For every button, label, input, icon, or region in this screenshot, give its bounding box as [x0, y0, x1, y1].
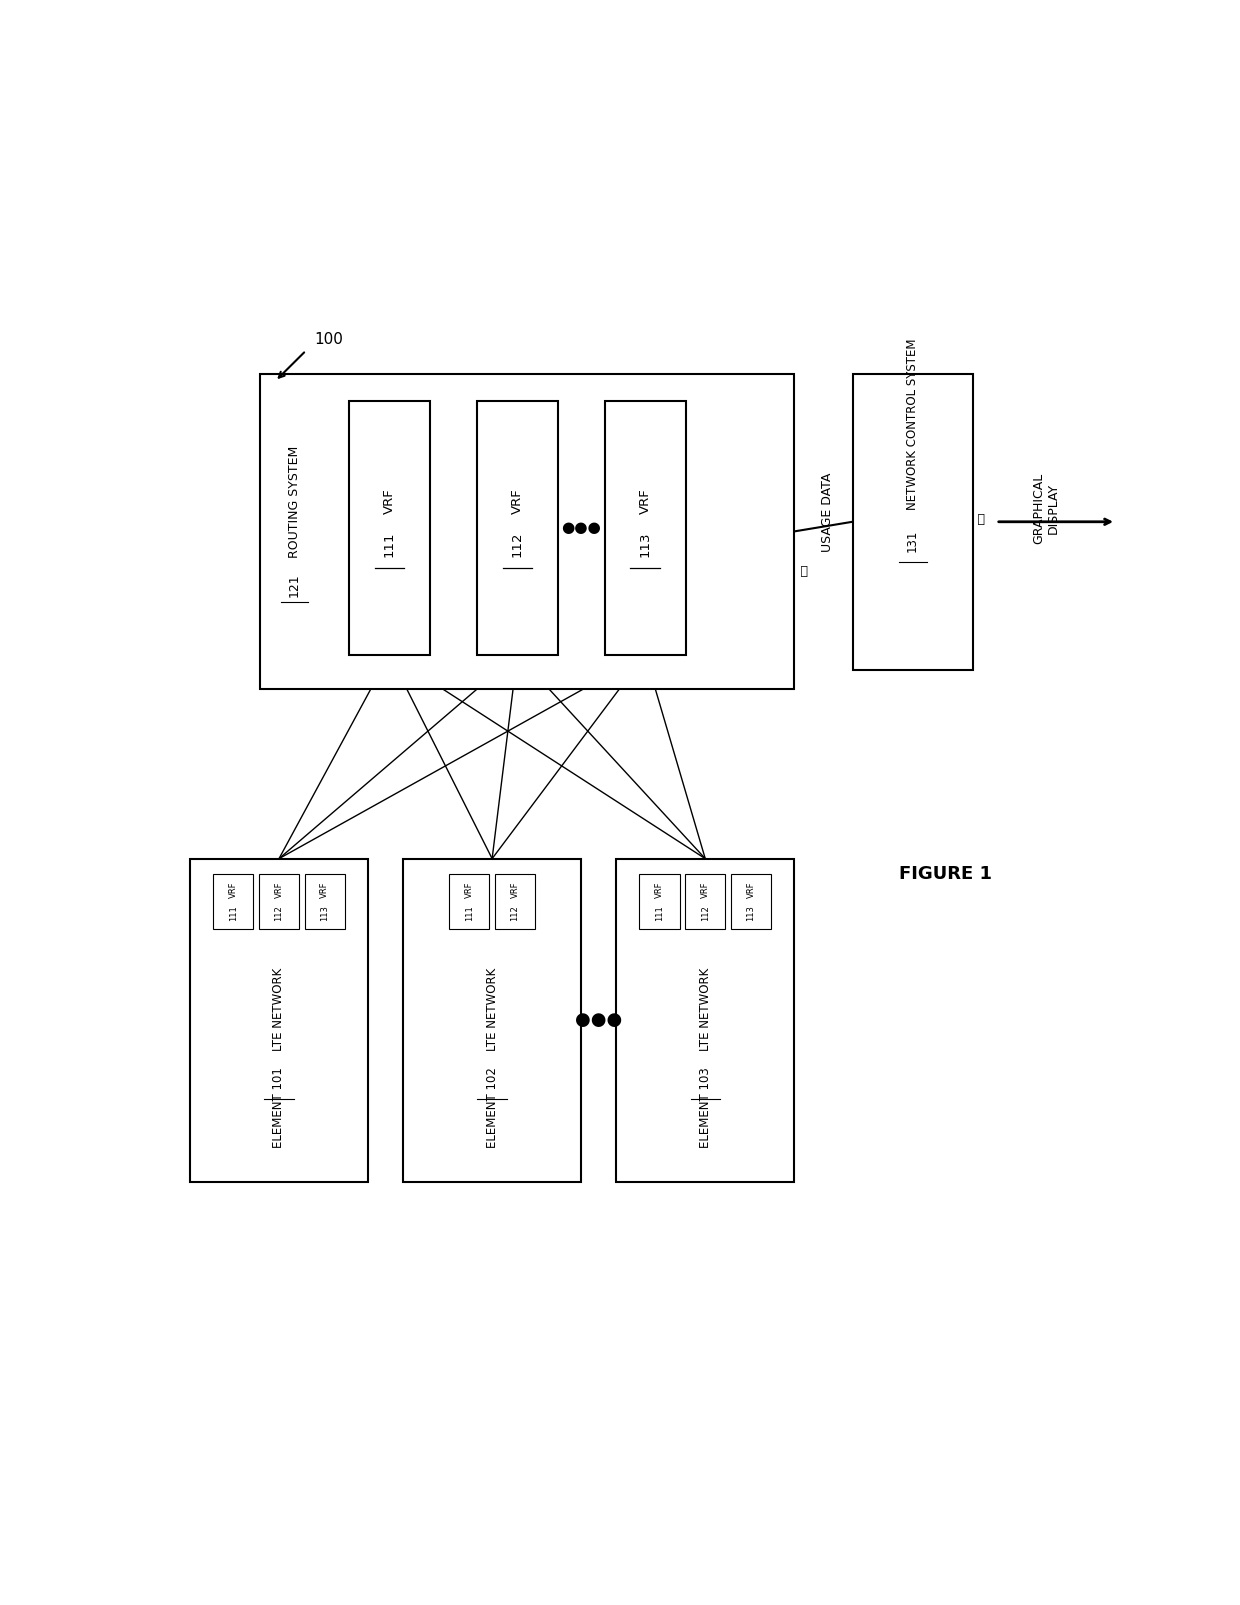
Text: 113: 113 — [320, 905, 330, 921]
Text: 113: 113 — [746, 905, 755, 921]
Text: 112: 112 — [274, 905, 284, 921]
Text: 100: 100 — [314, 332, 342, 347]
Bar — [213, 875, 253, 929]
Text: LTE NETWORK: LTE NETWORK — [699, 968, 712, 1051]
Text: ⌒: ⌒ — [977, 512, 985, 525]
Bar — [605, 401, 686, 655]
Text: VRF: VRF — [465, 881, 474, 897]
Text: ●●●: ●●● — [562, 520, 601, 534]
Text: ELEMENT 101: ELEMENT 101 — [273, 1067, 285, 1148]
Text: 111: 111 — [655, 905, 665, 921]
Text: VRF: VRF — [383, 488, 396, 514]
Bar — [305, 875, 345, 929]
Text: 112: 112 — [511, 905, 520, 921]
Text: 131: 131 — [906, 530, 919, 552]
Bar — [730, 875, 771, 929]
Text: 111: 111 — [383, 531, 396, 557]
Text: VRF: VRF — [511, 488, 523, 514]
Bar — [640, 875, 680, 929]
Bar — [495, 875, 536, 929]
Text: VRF: VRF — [655, 881, 665, 897]
Text: ●●●: ●●● — [575, 1011, 622, 1029]
Bar — [403, 859, 582, 1181]
Text: FIGURE 1: FIGURE 1 — [899, 865, 992, 883]
Text: VRF: VRF — [746, 881, 755, 897]
Bar — [348, 401, 430, 655]
Text: ROUTING SYSTEM: ROUTING SYSTEM — [288, 446, 301, 557]
Text: USAGE DATA: USAGE DATA — [821, 472, 833, 552]
Text: 112: 112 — [511, 531, 523, 557]
Text: LTE NETWORK: LTE NETWORK — [486, 968, 498, 1051]
Text: VRF: VRF — [320, 881, 330, 897]
Text: ELEMENT 103: ELEMENT 103 — [699, 1067, 712, 1148]
Text: 113: 113 — [639, 531, 652, 557]
Bar — [190, 859, 368, 1181]
Text: 111: 111 — [465, 905, 474, 921]
Bar — [259, 875, 299, 929]
Text: VRF: VRF — [511, 881, 520, 897]
Bar — [259, 374, 795, 689]
Bar — [449, 875, 490, 929]
Bar — [476, 401, 558, 655]
Text: VRF: VRF — [228, 881, 238, 897]
Bar — [684, 875, 725, 929]
Text: NETWORK CONTROL SYSTEM: NETWORK CONTROL SYSTEM — [906, 339, 919, 510]
Text: ELEMENT 102: ELEMENT 102 — [486, 1067, 498, 1148]
Text: VRF: VRF — [639, 488, 652, 514]
Text: LTE NETWORK: LTE NETWORK — [273, 968, 285, 1051]
Bar — [853, 374, 972, 669]
Text: VRF: VRF — [701, 881, 709, 897]
Text: 121: 121 — [288, 573, 301, 597]
Text: VRF: VRF — [274, 881, 284, 897]
Text: 112: 112 — [701, 905, 709, 921]
Text: ⌒: ⌒ — [800, 563, 807, 576]
Bar — [616, 859, 795, 1181]
Text: GRAPHICAL
DISPLAY: GRAPHICAL DISPLAY — [1032, 473, 1060, 544]
Text: 111: 111 — [228, 905, 238, 921]
